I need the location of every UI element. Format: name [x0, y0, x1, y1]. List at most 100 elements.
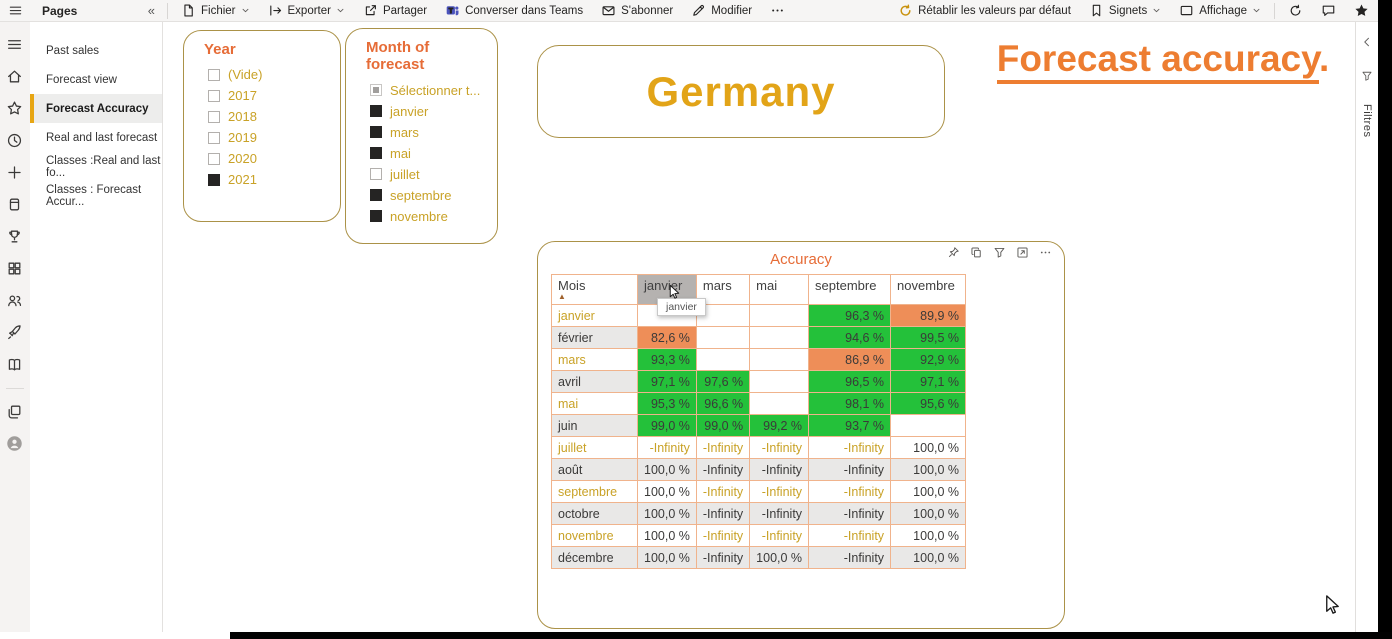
- toolbar-item-partager[interactable]: Partager: [354, 0, 436, 22]
- visual-filters-icon[interactable]: [993, 246, 1006, 259]
- toolbar-item-signets[interactable]: Signets: [1080, 0, 1170, 22]
- checkbox-checked[interactable]: [208, 173, 220, 186]
- checkbox-checked[interactable]: [370, 126, 382, 138]
- matrix-cell[interactable]: -Infinity: [695, 546, 751, 569]
- matrix-cell[interactable]: -Infinity: [695, 480, 751, 503]
- matrix-cell[interactable]: -Infinity: [808, 480, 892, 503]
- rail-datasets-button[interactable]: [6, 196, 24, 214]
- matrix-cell[interactable]: [749, 370, 810, 393]
- matrix-cell[interactable]: -Infinity: [695, 502, 751, 525]
- matrix-row-label[interactable]: septembre: [551, 480, 638, 503]
- matrix-cell[interactable]: -Infinity: [695, 458, 751, 481]
- matrix-cell[interactable]: -Infinity: [808, 458, 892, 481]
- slicer-item--vide-[interactable]: (Vide): [208, 64, 340, 85]
- matrix-cell[interactable]: -Infinity: [695, 524, 751, 547]
- toolbar-item-affichage[interactable]: Affichage: [1170, 0, 1270, 22]
- checkbox-checked[interactable]: [370, 210, 382, 222]
- matrix-row-label[interactable]: octobre: [551, 502, 638, 525]
- matrix-cell[interactable]: 100,0 %: [890, 458, 967, 481]
- toolbar-item-refresh[interactable]: [1279, 0, 1312, 22]
- global-nav-menu-button[interactable]: [0, 3, 30, 18]
- matrix-cell[interactable]: 100,0 %: [890, 546, 967, 569]
- matrix-cell[interactable]: 100,0 %: [637, 524, 697, 547]
- rail-workspaces-button[interactable]: [6, 403, 24, 421]
- rail-apps-button[interactable]: [6, 260, 24, 278]
- matrix-cell[interactable]: 100,0 %: [890, 436, 967, 459]
- matrix-row-label[interactable]: janvier: [551, 304, 638, 327]
- matrix-cell[interactable]: [695, 326, 751, 349]
- slicer-item-juillet[interactable]: juillet: [370, 164, 497, 185]
- checkbox-unchecked[interactable]: [208, 131, 220, 144]
- focus-mode-icon[interactable]: [1016, 246, 1029, 259]
- matrix-column-header[interactable]: septembre: [808, 274, 892, 305]
- checkbox-checked[interactable]: [370, 189, 382, 201]
- matrix-cell[interactable]: 100,0 %: [890, 480, 967, 503]
- matrix-cell[interactable]: 95,6 %: [890, 392, 967, 415]
- checkbox-unchecked[interactable]: [208, 68, 220, 81]
- matrix-row-label[interactable]: juin: [551, 414, 638, 437]
- matrix-cell[interactable]: -Infinity: [749, 502, 810, 525]
- rail-favorites-button[interactable]: [6, 100, 24, 118]
- matrix-cell[interactable]: 100,0 %: [637, 458, 697, 481]
- checkbox-unchecked[interactable]: [370, 168, 382, 180]
- matrix-row-label[interactable]: avril: [551, 370, 638, 393]
- rail-shared-with-me-button[interactable]: [6, 292, 24, 310]
- sidebar-page-item[interactable]: Forecast Accuracy: [30, 94, 162, 123]
- checkbox-unchecked[interactable]: [208, 152, 220, 165]
- matrix-cell[interactable]: -Infinity: [749, 480, 810, 503]
- rail-deployment-pipelines-button[interactable]: [6, 324, 24, 342]
- rail-learn-button[interactable]: [6, 356, 24, 374]
- matrix-cell[interactable]: 96,5 %: [808, 370, 892, 393]
- matrix-cell[interactable]: 99,2 %: [749, 414, 810, 437]
- matrix-cell[interactable]: 100,0 %: [637, 502, 697, 525]
- matrix-cell[interactable]: 100,0 %: [637, 546, 697, 569]
- rail-goals-button[interactable]: [6, 228, 24, 246]
- matrix-cell[interactable]: -Infinity: [808, 524, 892, 547]
- matrix-cell[interactable]: [695, 304, 751, 327]
- matrix-cell[interactable]: 93,3 %: [637, 348, 697, 371]
- matrix-cell[interactable]: -Infinity: [695, 436, 751, 459]
- matrix-cell[interactable]: 100,0 %: [749, 546, 810, 569]
- matrix-cell[interactable]: 96,3 %: [808, 304, 892, 327]
- toolbar-item-comments[interactable]: [1312, 0, 1345, 22]
- pin-visual-icon[interactable]: [947, 246, 960, 259]
- matrix-cell[interactable]: 96,6 %: [695, 392, 751, 415]
- filters-funnel-icon[interactable]: [1361, 70, 1373, 82]
- matrix-row-label[interactable]: novembre: [551, 524, 638, 547]
- toolbar-item-more-options[interactable]: [761, 0, 794, 22]
- matrix-cell[interactable]: 86,9 %: [808, 348, 892, 371]
- toolbar-item-sabonner[interactable]: S'abonner: [592, 0, 682, 22]
- slicer-item-2018[interactable]: 2018: [208, 106, 340, 127]
- rail-account-button[interactable]: [6, 435, 24, 453]
- slicer-item-mars[interactable]: mars: [370, 122, 497, 143]
- toolbar-item-favorite[interactable]: [1345, 0, 1378, 22]
- toolbar-item-fichier[interactable]: Fichier: [172, 0, 259, 22]
- rail-create-button[interactable]: [6, 164, 24, 182]
- matrix-cell[interactable]: 94,6 %: [808, 326, 892, 349]
- matrix-cell[interactable]: -Infinity: [749, 458, 810, 481]
- matrix-cell[interactable]: [749, 392, 810, 415]
- rail-home-button[interactable]: [6, 68, 24, 86]
- collapse-pages-icon[interactable]: «: [147, 3, 155, 18]
- checkbox-unchecked[interactable]: [208, 110, 220, 123]
- sidebar-page-item[interactable]: Forecast view: [30, 65, 162, 94]
- toolbar-item-exporter[interactable]: Exporter: [259, 0, 354, 22]
- matrix-cell[interactable]: 95,3 %: [637, 392, 697, 415]
- matrix-cell[interactable]: [749, 326, 810, 349]
- checkbox-checked[interactable]: [370, 105, 382, 117]
- matrix-cell[interactable]: 100,0 %: [637, 480, 697, 503]
- toolbar-item-teams[interactable]: T Converser dans Teams: [436, 0, 592, 22]
- toolbar-item-reset-defaults[interactable]: Rétablir les valeurs par défaut: [889, 0, 1080, 22]
- slicer-item-mai[interactable]: mai: [370, 143, 497, 164]
- toolbar-item-modifier[interactable]: Modifier: [682, 0, 761, 22]
- slicer-item-novembre[interactable]: novembre: [370, 206, 497, 227]
- matrix-row-label[interactable]: mars: [551, 348, 638, 371]
- matrix-cell[interactable]: -Infinity: [808, 546, 892, 569]
- sidebar-page-item[interactable]: Classes :Real and last fo...: [30, 152, 162, 181]
- matrix-cell[interactable]: -Infinity: [749, 436, 810, 459]
- slicer-item-2020[interactable]: 2020: [208, 148, 340, 169]
- matrix-column-header[interactable]: novembre: [890, 274, 967, 305]
- matrix-cell[interactable]: -Infinity: [808, 502, 892, 525]
- matrix-cell[interactable]: 98,1 %: [808, 392, 892, 415]
- checkbox-unchecked[interactable]: [208, 89, 220, 102]
